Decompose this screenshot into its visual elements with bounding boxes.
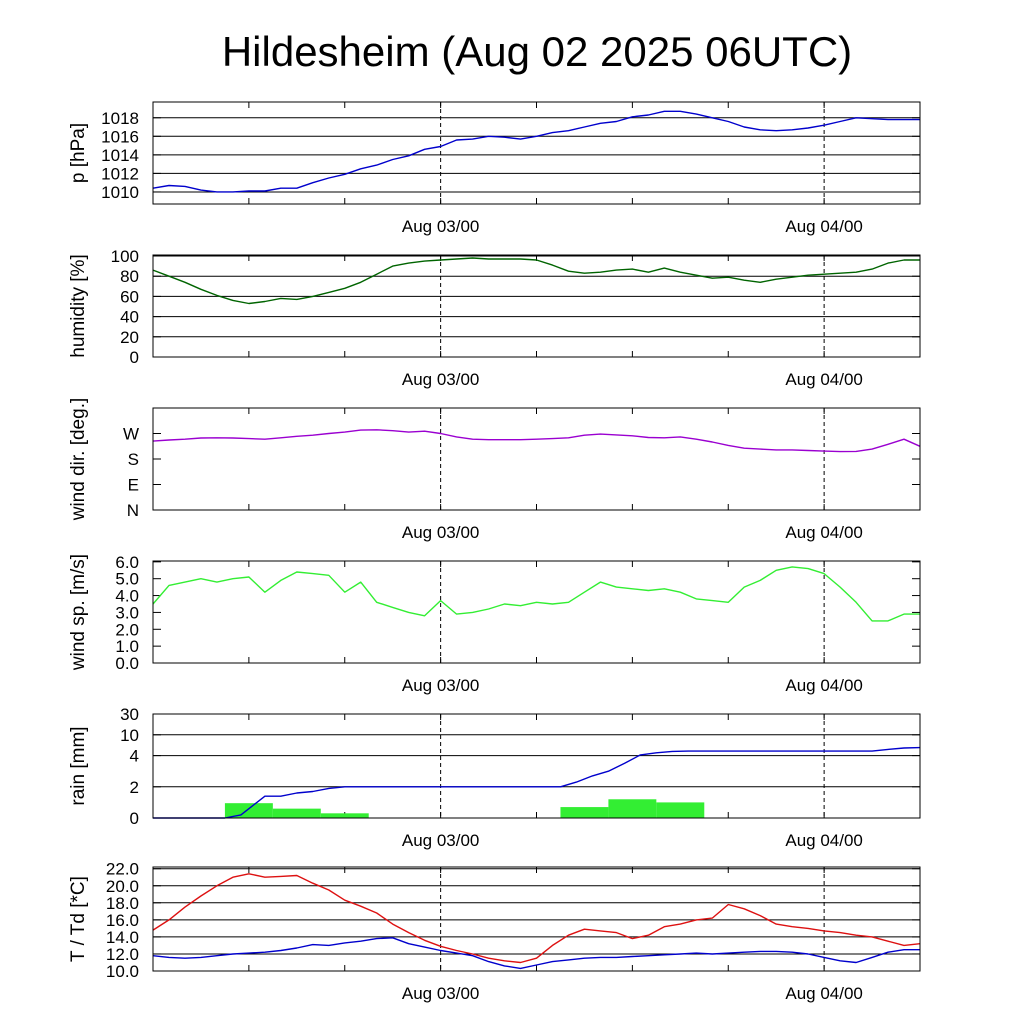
- y-tick-label: N: [127, 501, 139, 520]
- y-tick-label: 0: [130, 809, 139, 828]
- y-tick-label: S: [128, 450, 139, 469]
- y-axis-label: p [hPa]: [68, 123, 89, 183]
- pressure-series-line-0: [152, 110, 920, 193]
- y-tick-label: 1018: [101, 109, 139, 128]
- y-tick-label: 5.0: [115, 570, 139, 589]
- panel-frame: [152, 866, 921, 972]
- panel-frame: [152, 713, 921, 819]
- y-tick-label: 14.0: [106, 928, 139, 947]
- wind_direction-series-line-0: [152, 429, 921, 453]
- panel-frame: [152, 407, 921, 511]
- y-tick-label: W: [123, 425, 139, 444]
- x-tick-label: Aug 04/00: [785, 370, 863, 389]
- x-tick-label: Aug 03/00: [402, 676, 480, 695]
- x-tick-label: Aug 03/00: [402, 984, 480, 1003]
- y-tick-label: 30: [120, 705, 139, 724]
- rain-bar: [320, 813, 369, 818]
- panel-frame: [152, 101, 921, 205]
- y-tick-label: 2: [130, 778, 139, 797]
- y-tick-label: 1016: [101, 127, 139, 146]
- y-tick-label: 16.0: [106, 911, 139, 930]
- y-tick-label: 1.0: [115, 637, 139, 656]
- y-tick-label: 0.0: [115, 654, 139, 673]
- y-tick-label: 22.0: [106, 860, 139, 879]
- y-tick-label: 20: [120, 328, 139, 347]
- panel-rain: 0 2 4 10 30 rain [mm] Aug 03/00 Aug 04/00: [68, 705, 921, 850]
- y-tick-label: 20.0: [106, 877, 139, 896]
- x-tick-label: Aug 04/00: [785, 984, 863, 1003]
- humidity-series-line-0: [152, 257, 920, 305]
- panel-frame: [152, 560, 921, 664]
- rain-bar: [608, 799, 657, 818]
- y-tick-label: 6.0: [115, 553, 139, 572]
- rain-bar: [224, 803, 273, 818]
- y-tick-label: 18.0: [106, 894, 139, 913]
- y-tick-label: 80: [120, 267, 139, 286]
- x-tick-label: Aug 04/00: [785, 676, 863, 695]
- x-tick-label: Aug 03/00: [402, 523, 480, 542]
- y-tick-label: 4: [130, 747, 139, 766]
- wind_speed-series-line-0: [152, 566, 920, 622]
- rain-series-line-0: [153, 746, 921, 819]
- y-axis-label: wind sp. [m/s]: [68, 554, 89, 671]
- y-axis-label: wind dir. [deg.]: [68, 398, 89, 522]
- x-tick-label: Aug 03/00: [402, 831, 480, 850]
- y-axis-label: humidity [%]: [68, 254, 89, 357]
- x-tick-label: Aug 04/00: [785, 831, 863, 850]
- panel-temperature: 10.012.014.016.018.020.022.0 T / Td [*C] A…: [68, 860, 921, 1003]
- y-tick-label: 40: [120, 308, 139, 327]
- rain-bar: [560, 807, 609, 818]
- rain-bar: [656, 802, 705, 818]
- y-tick-label: 1010: [101, 183, 139, 202]
- x-tick-label: Aug 03/00: [402, 217, 480, 236]
- y-tick-label: 4.0: [115, 587, 139, 606]
- y-tick-label: 2.0: [115, 620, 139, 639]
- y-tick-label: 10: [120, 726, 139, 745]
- y-tick-label: 1014: [101, 146, 139, 165]
- y-axis-label: T / Td [*C]: [68, 876, 89, 962]
- y-tick-label: E: [128, 476, 139, 495]
- chart-title: Hildesheim (Aug 02 2025 06UTC): [222, 28, 852, 75]
- temperature-series-line-1: [152, 937, 920, 970]
- x-tick-label: Aug 04/00: [785, 217, 863, 236]
- panel-wind_speed: 0.01.02.03.04.05.06.0 wind sp. [m/s] Aug 0…: [68, 553, 921, 695]
- x-tick-label: Aug 04/00: [785, 523, 863, 542]
- temperature-series-line-0: [152, 873, 921, 964]
- x-tick-label: Aug 03/00: [402, 370, 480, 389]
- y-axis-label: rain [mm]: [68, 726, 89, 805]
- y-tick-label: 0: [130, 348, 139, 367]
- y-tick-label: 60: [120, 287, 139, 306]
- rain-bar: [272, 808, 321, 818]
- panel-frame: [152, 254, 921, 358]
- y-tick-label: 100: [111, 247, 139, 266]
- y-tick-label: 12.0: [106, 945, 139, 964]
- y-tick-label: 3.0: [115, 603, 139, 622]
- y-tick-label: 10.0: [106, 962, 139, 981]
- y-tick-label: 1012: [101, 164, 139, 183]
